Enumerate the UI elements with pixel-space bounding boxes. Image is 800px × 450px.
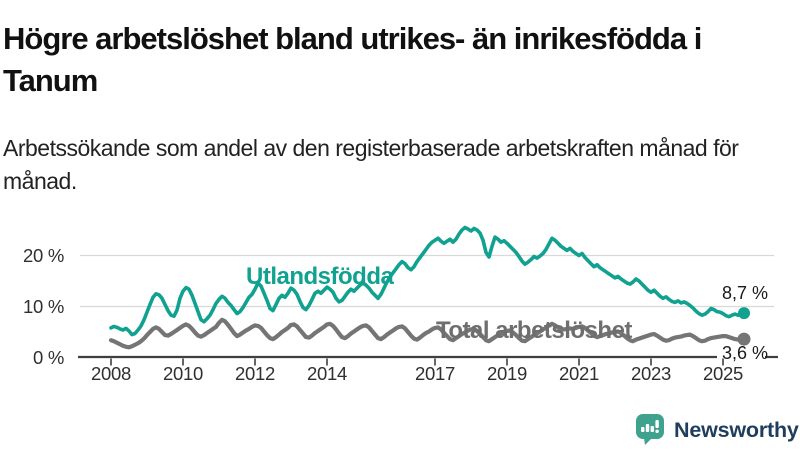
x-axis-label-2019: 2019 bbox=[487, 363, 527, 384]
y-axis-label-10: 10 % bbox=[23, 295, 64, 317]
logo-bars bbox=[641, 420, 659, 433]
newsworthy-logo[interactable]: Newsworthy bbox=[635, 413, 799, 447]
x-axis-label-2012: 2012 bbox=[235, 363, 275, 384]
end-value-utlandsfodda: 8,7 % bbox=[721, 283, 768, 303]
x-axis-label-2017: 2017 bbox=[415, 363, 455, 384]
x-axis-label-2008: 2008 bbox=[91, 363, 131, 384]
x-axis-label-2025: 2025 bbox=[703, 363, 743, 384]
line-utlandsfodda bbox=[109, 225, 746, 337]
newsworthy-logo-text: Newsworthy bbox=[674, 418, 799, 442]
x-axis-label-2023: 2023 bbox=[631, 363, 671, 384]
y-axis-label-20: 20 % bbox=[23, 244, 64, 266]
x-axis-label-2014: 2014 bbox=[307, 363, 347, 384]
y-axis-label-0: 0 % bbox=[33, 346, 64, 368]
end-value-total-arbetsloshet: 3,6 % bbox=[721, 343, 768, 363]
end-dot-utlandsfodda bbox=[738, 307, 750, 320]
page-subtitle: Arbetssökande som andel av den registerb… bbox=[3, 135, 739, 194]
series-label-total-arbetsloshet: Total arbetslöshet bbox=[436, 317, 632, 344]
newsworthy-logo-icon bbox=[636, 414, 664, 445]
line-total-arbetsloshet bbox=[108, 317, 747, 350]
page-title: Högre arbetslöshet bland utrikes- än inr… bbox=[3, 20, 702, 98]
x-axis-label-2021: 2021 bbox=[559, 363, 599, 384]
end-dot-total-arbetsloshet bbox=[737, 332, 751, 346]
x-axis-label-2010: 2010 bbox=[163, 363, 203, 384]
series-label-utlandsfodda: Utlandsfödda bbox=[246, 263, 394, 290]
